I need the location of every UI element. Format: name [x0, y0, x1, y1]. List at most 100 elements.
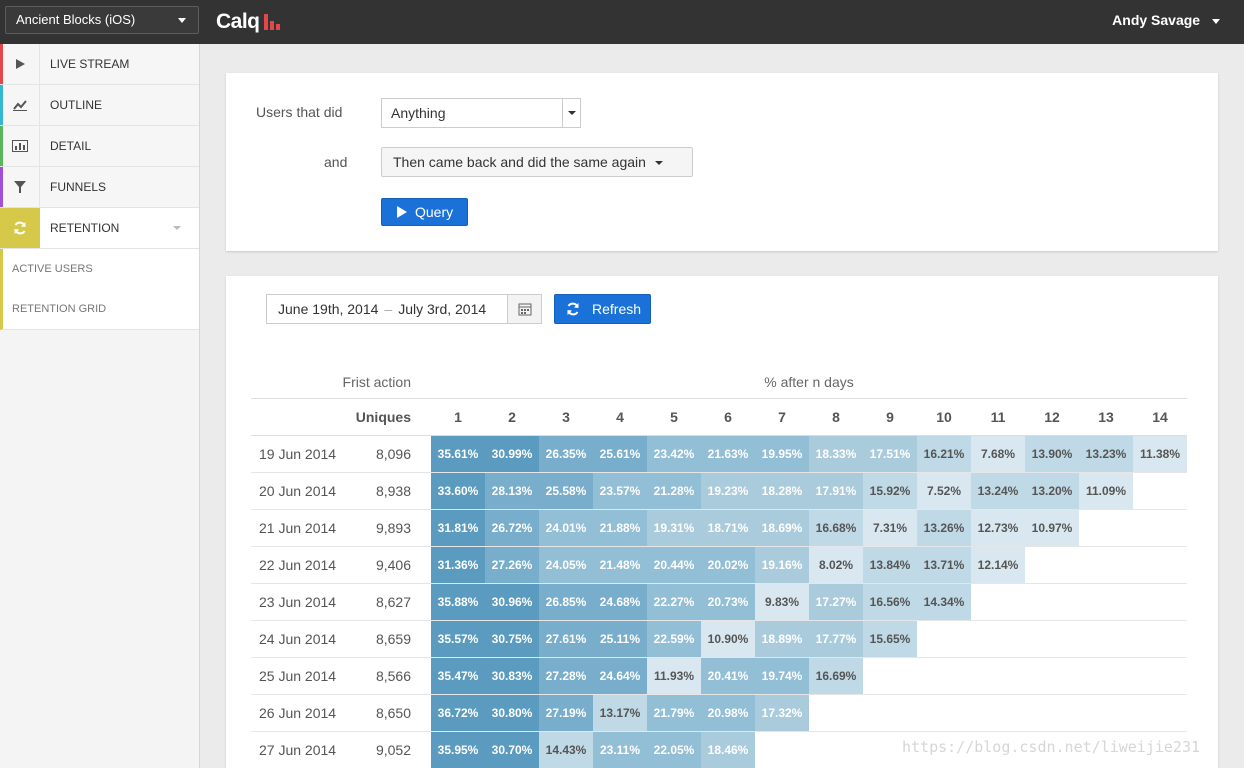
refresh-icon — [567, 302, 579, 316]
event-select-value: Anything — [391, 105, 446, 121]
retention-type-dropdown[interactable]: Then came back and did the same again — [381, 147, 693, 177]
cohort-date: 19 Jun 2014 — [259, 445, 337, 462]
sidebar-item-funnels[interactable]: FUNNELS — [0, 167, 199, 208]
retention-cell: 30.70% — [485, 731, 539, 768]
date-start: June 19th, 2014 — [278, 301, 379, 317]
retention-cell: 22.59% — [647, 620, 701, 657]
logo[interactable]: Calq — [216, 8, 280, 36]
retention-cell: 35.95% — [431, 731, 485, 768]
retention-cell: 19.95% — [755, 435, 809, 472]
refresh-button[interactable]: Refresh — [554, 294, 651, 324]
table-body: 19 Jun 2014 8,096 35.61% 30.99% 26.35% 25.61%… — [251, 435, 1187, 768]
retention-cell: 21.28% — [647, 472, 701, 509]
retention-cell: 18.69% — [755, 509, 809, 546]
retention-cell: 24.64% — [593, 657, 647, 694]
retention-cell — [863, 657, 917, 694]
retention-cell: 16.56% — [863, 583, 917, 620]
day-header: 4 — [593, 398, 647, 436]
retention-cell: 33.60% — [431, 472, 485, 509]
sidebar-subitem-retention-grid[interactable]: RETENTION GRID — [12, 303, 107, 315]
retention-cell: 20.41% — [701, 657, 755, 694]
table-row: 23 Jun 2014 8,627 35.88% 30.96% 26.85% 24.68%… — [251, 583, 1187, 620]
day-header: 1 — [431, 398, 485, 436]
cohort-date: 23 Jun 2014 — [259, 593, 337, 610]
cohort-uniques: 8,938 — [375, 482, 411, 499]
retention-cell — [1079, 583, 1133, 620]
sidebar-item-live-stream[interactable]: LIVE STREAM — [0, 44, 199, 85]
cohort-uniques: 8,096 — [375, 445, 411, 462]
cohort-uniques: 8,566 — [375, 667, 411, 684]
day-header: 14 — [1133, 398, 1187, 436]
retention-cell: 24.01% — [539, 509, 593, 546]
retention-cell: 25.58% — [539, 472, 593, 509]
retention-cell — [971, 657, 1025, 694]
retention-cell: 30.83% — [485, 657, 539, 694]
retention-cell — [1133, 546, 1187, 583]
refresh-button-label: Refresh — [592, 301, 642, 317]
retention-cell: 21.88% — [593, 509, 647, 546]
table-row: 20 Jun 2014 8,938 33.60% 28.13% 25.58% 23.57%… — [251, 472, 1187, 509]
sidebar-subitem-active-users[interactable]: ACTIVE USERS — [12, 263, 93, 275]
table-row: 26 Jun 2014 8,650 36.72% 30.80% 27.19% 13.17%… — [251, 694, 1187, 731]
retention-cell — [1079, 546, 1133, 583]
table-header-row: Uniques 1 2 3 4 5 6 7 8 9 10 11 12 13 14 — [251, 398, 1187, 436]
retention-cell: 35.47% — [431, 657, 485, 694]
sidebar-item-outline[interactable]: OUTLINE — [0, 85, 199, 126]
retention-cell: 14.43% — [539, 731, 593, 768]
retention-cell: 18.33% — [809, 435, 863, 472]
play-icon — [0, 44, 40, 84]
chevron-down-icon — [173, 226, 181, 230]
cohort-date: 24 Jun 2014 — [259, 630, 337, 647]
chevron-down-icon — [562, 99, 580, 127]
day-header: 8 — [809, 398, 863, 436]
retention-cell: 11.09% — [1079, 472, 1133, 509]
app-selector[interactable]: Ancient Blocks (iOS) — [5, 6, 199, 34]
logo-bars-icon — [263, 14, 280, 30]
logo-text: Calq — [216, 10, 260, 33]
retention-cell: 13.71% — [917, 546, 971, 583]
chevron-down-icon — [654, 161, 663, 166]
day-header: 11 — [971, 398, 1025, 436]
retention-cell: 25.61% — [593, 435, 647, 472]
cohort-date: 22 Jun 2014 — [259, 556, 337, 573]
retention-cell: 14.34% — [917, 583, 971, 620]
query-button[interactable]: Query — [381, 198, 468, 226]
cohort-uniques: 8,627 — [375, 593, 411, 610]
query-panel: Users that did Anything and Then came ba… — [226, 73, 1218, 251]
retention-cell: 10.90% — [701, 620, 755, 657]
retention-cell: 26.35% — [539, 435, 593, 472]
retention-cell: 23.42% — [647, 435, 701, 472]
query-button-label: Query — [415, 204, 454, 220]
retention-cell — [809, 694, 863, 731]
table-group-header-row: Frist action % after n days — [251, 366, 1187, 399]
retention-cell — [971, 583, 1025, 620]
retention-cell: 36.72% — [431, 694, 485, 731]
retention-cell: 22.27% — [647, 583, 701, 620]
retention-cell: 19.16% — [755, 546, 809, 583]
retention-cell: 24.05% — [539, 546, 593, 583]
retention-cell: 27.26% — [485, 546, 539, 583]
date-end: July 3rd, 2014 — [398, 301, 487, 317]
retention-cell: 9.83% — [755, 583, 809, 620]
sidebar-item-label: DETAIL — [50, 139, 92, 153]
user-menu[interactable]: Andy Savage — [1112, 12, 1220, 28]
retention-cell — [1133, 694, 1187, 731]
calendar-icon[interactable] — [507, 295, 541, 323]
users-that-did-label: Users that did — [256, 104, 343, 120]
retention-cell — [1133, 509, 1187, 546]
cohort-date: 25 Jun 2014 — [259, 667, 337, 684]
date-range-picker[interactable]: June 19th, 2014– July 3rd, 2014 — [266, 294, 542, 324]
retention-cell: 13.84% — [863, 546, 917, 583]
sidebar-item-retention[interactable]: RETENTION — [0, 208, 199, 249]
retention-cell: 17.77% — [809, 620, 863, 657]
retention-cell: 26.85% — [539, 583, 593, 620]
table-row: 21 Jun 2014 9,893 31.81% 26.72% 24.01% 21.88%… — [251, 509, 1187, 546]
retention-cell: 13.20% — [1025, 472, 1079, 509]
sidebar: LIVE STREAM OUTLINE DETAIL FUNNELS RETEN… — [0, 44, 200, 768]
chevron-down-icon — [1212, 18, 1220, 24]
retention-cell: 13.23% — [1079, 435, 1133, 472]
retention-cell: 31.36% — [431, 546, 485, 583]
event-select[interactable]: Anything — [381, 98, 581, 128]
sidebar-item-detail[interactable]: DETAIL — [0, 126, 199, 167]
retention-cell: 17.51% — [863, 435, 917, 472]
